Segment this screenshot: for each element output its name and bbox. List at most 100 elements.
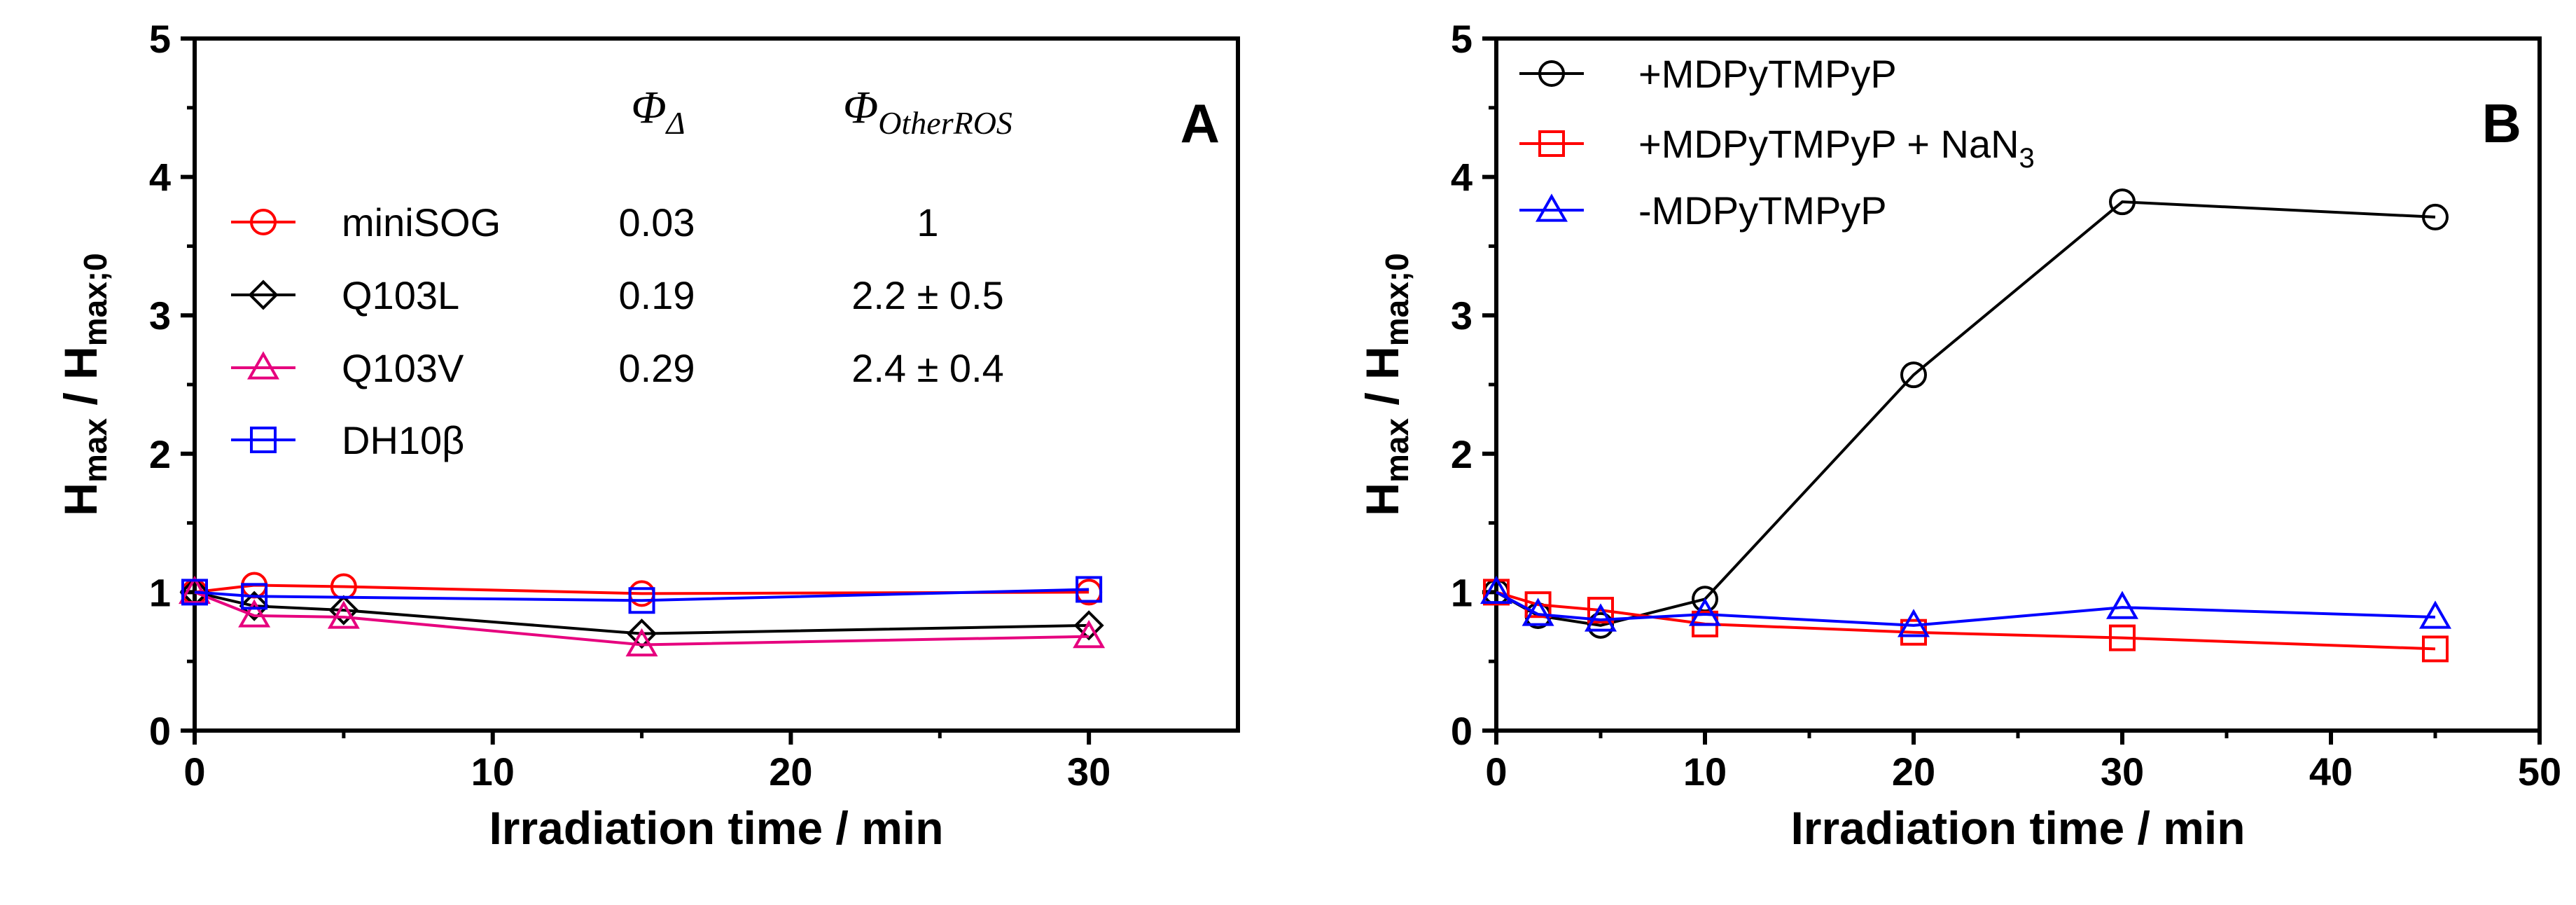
panel-b-series-2-point: [2419, 600, 2451, 629]
panel-b-x-tick-label: 30: [2101, 749, 2144, 794]
panel-b-legend-label-0: +MDPyTMPyP: [1638, 52, 1897, 96]
panel-a-phi-delta-2: 0.29: [619, 346, 695, 390]
panel-b-panel-label: B: [2482, 92, 2521, 154]
panel-b-y-tick-label: 3: [1451, 293, 1473, 338]
panel-b-y-label-sep: / H: [1356, 346, 1408, 418]
header-phi-other-symbol: Φ: [843, 82, 878, 133]
panel-a-series-3-point: [241, 583, 268, 610]
panel-a-y-tick-label: 0: [149, 709, 171, 753]
panel-b-y-tick-label: 2: [1451, 432, 1473, 476]
panel-b-y-label-sub1: max: [1379, 418, 1415, 483]
panel-a-y-tick-label: 2: [149, 432, 171, 476]
panel-a-phi-delta-0: 0.03: [619, 200, 695, 244]
panel-a-legend-1-marker: [248, 279, 279, 310]
panel-b-series-2-point: [2106, 590, 2138, 619]
panel-b-legend-label-1: +MDPyTMPyP + NaN3: [1638, 122, 2035, 174]
panel-a-series-1-point: [627, 619, 657, 649]
panel-b-x-tick-label: 10: [1683, 749, 1727, 794]
panel-a-series-3-line: [194, 588, 1089, 602]
panel-a-series-1-point: [239, 590, 270, 621]
panel-a-legend-label-1: Q103L: [342, 273, 459, 317]
panel-a-x-tick-label: 30: [1067, 749, 1111, 794]
panel-b-legend-2-marker: [1536, 193, 1568, 222]
panel-a-y-axis-label: Hmax / Hmax;0: [55, 253, 113, 516]
panel-a-series-1-point: [1073, 610, 1104, 641]
panel-a-legend-label-0: miniSOG: [342, 200, 501, 244]
panel-a-y-label-sub2: max;0: [77, 253, 113, 346]
panel-b-x-axis-label: Irradiation time / min: [1790, 802, 2245, 854]
panel-b-series-2-point: [1522, 597, 1554, 626]
panel-b-series-2-point: [1689, 597, 1721, 626]
header-phi-delta-sub: Δ: [665, 105, 685, 141]
panel-a-series-3-point: [628, 587, 655, 614]
panel-a-y-tick-label: 1: [149, 570, 171, 614]
panel-a-phi-other-2: 2.4 ± 0.4: [851, 346, 1004, 390]
panel-a-legend-0-marker: [250, 209, 277, 235]
panel-b-series-0-point: [2422, 203, 2449, 230]
panel-a-series-2-line: [194, 590, 1089, 647]
panel-a-series-2-point: [1073, 620, 1106, 649]
panel-a-y-tick-label: 3: [149, 293, 171, 338]
panel-a-legend-label-3: DH10β: [342, 418, 464, 462]
panel-a-phi-other-1: 2.2 ± 0.5: [851, 273, 1004, 317]
panel-a-legend-3-marker: [250, 427, 277, 453]
panel-b-series-1-point: [1524, 591, 1552, 619]
panel-a-phi-other-0: 1: [917, 200, 938, 244]
panel-a-y-label-sep: / H: [55, 346, 106, 418]
panel-b-x-tick-label: 0: [1485, 749, 1507, 794]
panel-a-series-2-point: [179, 575, 211, 605]
panel-a-y-label-main: H: [55, 483, 106, 516]
panel-b-legend-0-marker: [1538, 60, 1565, 87]
panel-a-series-1-point: [328, 595, 359, 626]
panel-b-legend-1-marker: [1538, 130, 1565, 157]
panel-a-x-tick-label: 0: [183, 749, 205, 794]
panel-a-series-2-point: [327, 600, 360, 629]
panel-a-y-label-sub1: max: [77, 418, 113, 483]
panel-b-x-tick-label: 50: [2518, 749, 2561, 794]
chart-panel-b: 0 10 20 30 40 50 0 1 2 3 4 5 Irradiation time / min H…: [1356, 17, 2561, 854]
panel-a-y-tick-label: 4: [149, 156, 171, 200]
panel-a-legend-label-2: Q103V: [342, 346, 464, 390]
panel-b-y-tick-label: 1: [1451, 570, 1473, 614]
panel-b-series-2-point: [1585, 603, 1617, 632]
panel-b-series-0-line: [1496, 200, 2436, 627]
panel-b-y-axis-label: Hmax / Hmax;0: [1356, 253, 1415, 516]
panel-a-series-3-point: [1075, 576, 1103, 603]
panel-b-y-tick-label: 4: [1451, 156, 1473, 200]
legend-header-phi-other: ΦOtherROS: [843, 82, 1012, 141]
panel-b-legend-name-2: -MDPyTMPyP: [1638, 188, 1887, 233]
panel-a-series-3-point: [181, 579, 208, 606]
panel-b-series-0-point: [2109, 188, 2136, 216]
panel-a-legend-2-marker: [247, 351, 279, 380]
panel-a-series-2-point: [625, 628, 658, 657]
panel-b-series-1-point: [2109, 624, 2136, 651]
panel-b-y-label-sub2: max;0: [1379, 253, 1415, 346]
panel-b-legend-label-2: -MDPyTMPyP: [1638, 188, 1887, 233]
panel-b-x-tick-label: 20: [1892, 749, 1935, 794]
panel-a-x-tick-label: 10: [471, 749, 515, 794]
panel-b-y-label-main: H: [1356, 483, 1408, 516]
panel-a-y-tick-label: 5: [149, 17, 171, 61]
panel-a-series-0-line: [194, 583, 1089, 595]
panel-a-x-tick-label: 20: [769, 749, 812, 794]
header-phi-delta-symbol: Φ: [631, 82, 666, 133]
panel-a-series-1-line: [194, 590, 1089, 635]
panel-a-series-2-point: [238, 599, 271, 628]
panel-a-panel-label: A: [1181, 92, 1220, 154]
panel-b-series-1-point: [2422, 635, 2449, 663]
panel-b-legend-name-0: +MDPyTMPyP: [1638, 52, 1897, 96]
panel-b-legend-name-1: +MDPyTMPyP + NaN: [1638, 122, 2019, 166]
legend-header-phi-delta: ΦΔ: [631, 82, 685, 141]
chart-panel-a: 0 10 20 30 0 1 2 3 4 5 Irradiation time / min Hmax …: [55, 17, 1240, 854]
panel-a-phi-delta-1: 0.19: [619, 273, 695, 317]
panel-b-series-2-point: [1898, 609, 1930, 637]
panel-a-x-axis-label: Irradiation time / min: [489, 802, 943, 854]
panel-b-x-tick-label: 40: [2309, 749, 2353, 794]
header-phi-other-sub: OtherROS: [878, 105, 1012, 141]
panel-b-y-tick-label: 5: [1451, 17, 1473, 61]
panel-b-series-1-point: [1587, 597, 1614, 624]
panel-b-series-0-point: [1900, 361, 1927, 389]
panel-b-y-tick-label: 0: [1451, 709, 1473, 753]
panel-b-series-2-line: [1496, 590, 2436, 627]
